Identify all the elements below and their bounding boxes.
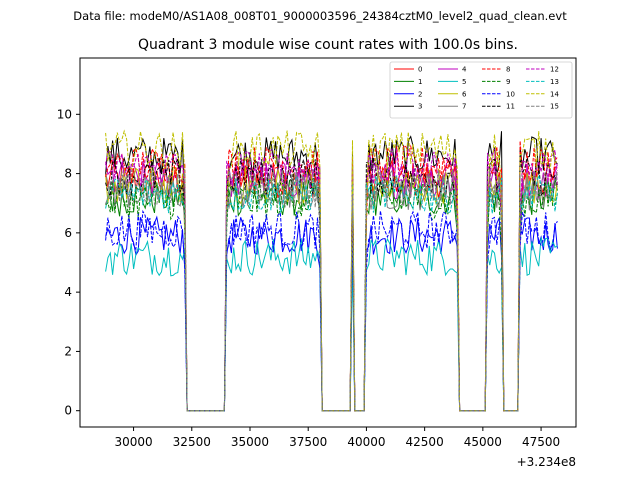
series-line-15	[105, 168, 558, 412]
legend-label-8: 8	[506, 66, 510, 74]
x-offset-label: +3.234e8	[517, 455, 576, 469]
legend-label-7: 7	[462, 103, 466, 111]
chart-title: Quadrant 3 module wise count rates with …	[138, 37, 518, 53]
legend-label-6: 6	[462, 90, 467, 98]
legend-label-0: 0	[418, 66, 422, 74]
legend-label-5: 5	[462, 78, 466, 86]
legend-label-13: 13	[550, 78, 559, 86]
legend-label-14: 14	[550, 90, 559, 98]
legend-label-10: 10	[506, 90, 515, 98]
axes-layer: 30000 32500 35000 37500 40000 42500 45000 47500…	[57, 107, 560, 449]
legend-label-3: 3	[418, 103, 422, 111]
y-tick-label: 4	[64, 285, 72, 299]
y-tick-label: 6	[64, 226, 72, 240]
legend-label-2: 2	[418, 90, 422, 98]
x-tick-label: 35000	[231, 435, 269, 449]
series-layer	[105, 129, 558, 412]
x-tick-label: 30000	[114, 435, 152, 449]
legend-frame	[389, 61, 573, 119]
legend-label-9: 9	[506, 78, 510, 86]
legend-label-4: 4	[462, 66, 467, 74]
y-tick-label: 10	[57, 107, 72, 121]
x-tick-label: 32500	[173, 435, 211, 449]
x-tick-label: 42500	[406, 435, 444, 449]
legend-label-15: 15	[550, 103, 559, 111]
x-tick-label: 45000	[464, 435, 502, 449]
chart-suptitle: Data file: modeM0/AS1A08_008T01_90000035…	[73, 9, 567, 23]
y-tick-label: 2	[64, 344, 72, 358]
y-tick-label: 0	[64, 404, 72, 418]
y-tick-label: 8	[64, 167, 72, 181]
x-tick-label: 37500	[289, 435, 327, 449]
x-tick-label: 47500	[522, 435, 560, 449]
legend-label-11: 11	[506, 103, 515, 111]
legend-label-12: 12	[550, 66, 559, 74]
plot-frame	[79, 57, 577, 428]
legend-label-1: 1	[418, 78, 422, 86]
x-tick-label: 40000	[347, 435, 385, 449]
